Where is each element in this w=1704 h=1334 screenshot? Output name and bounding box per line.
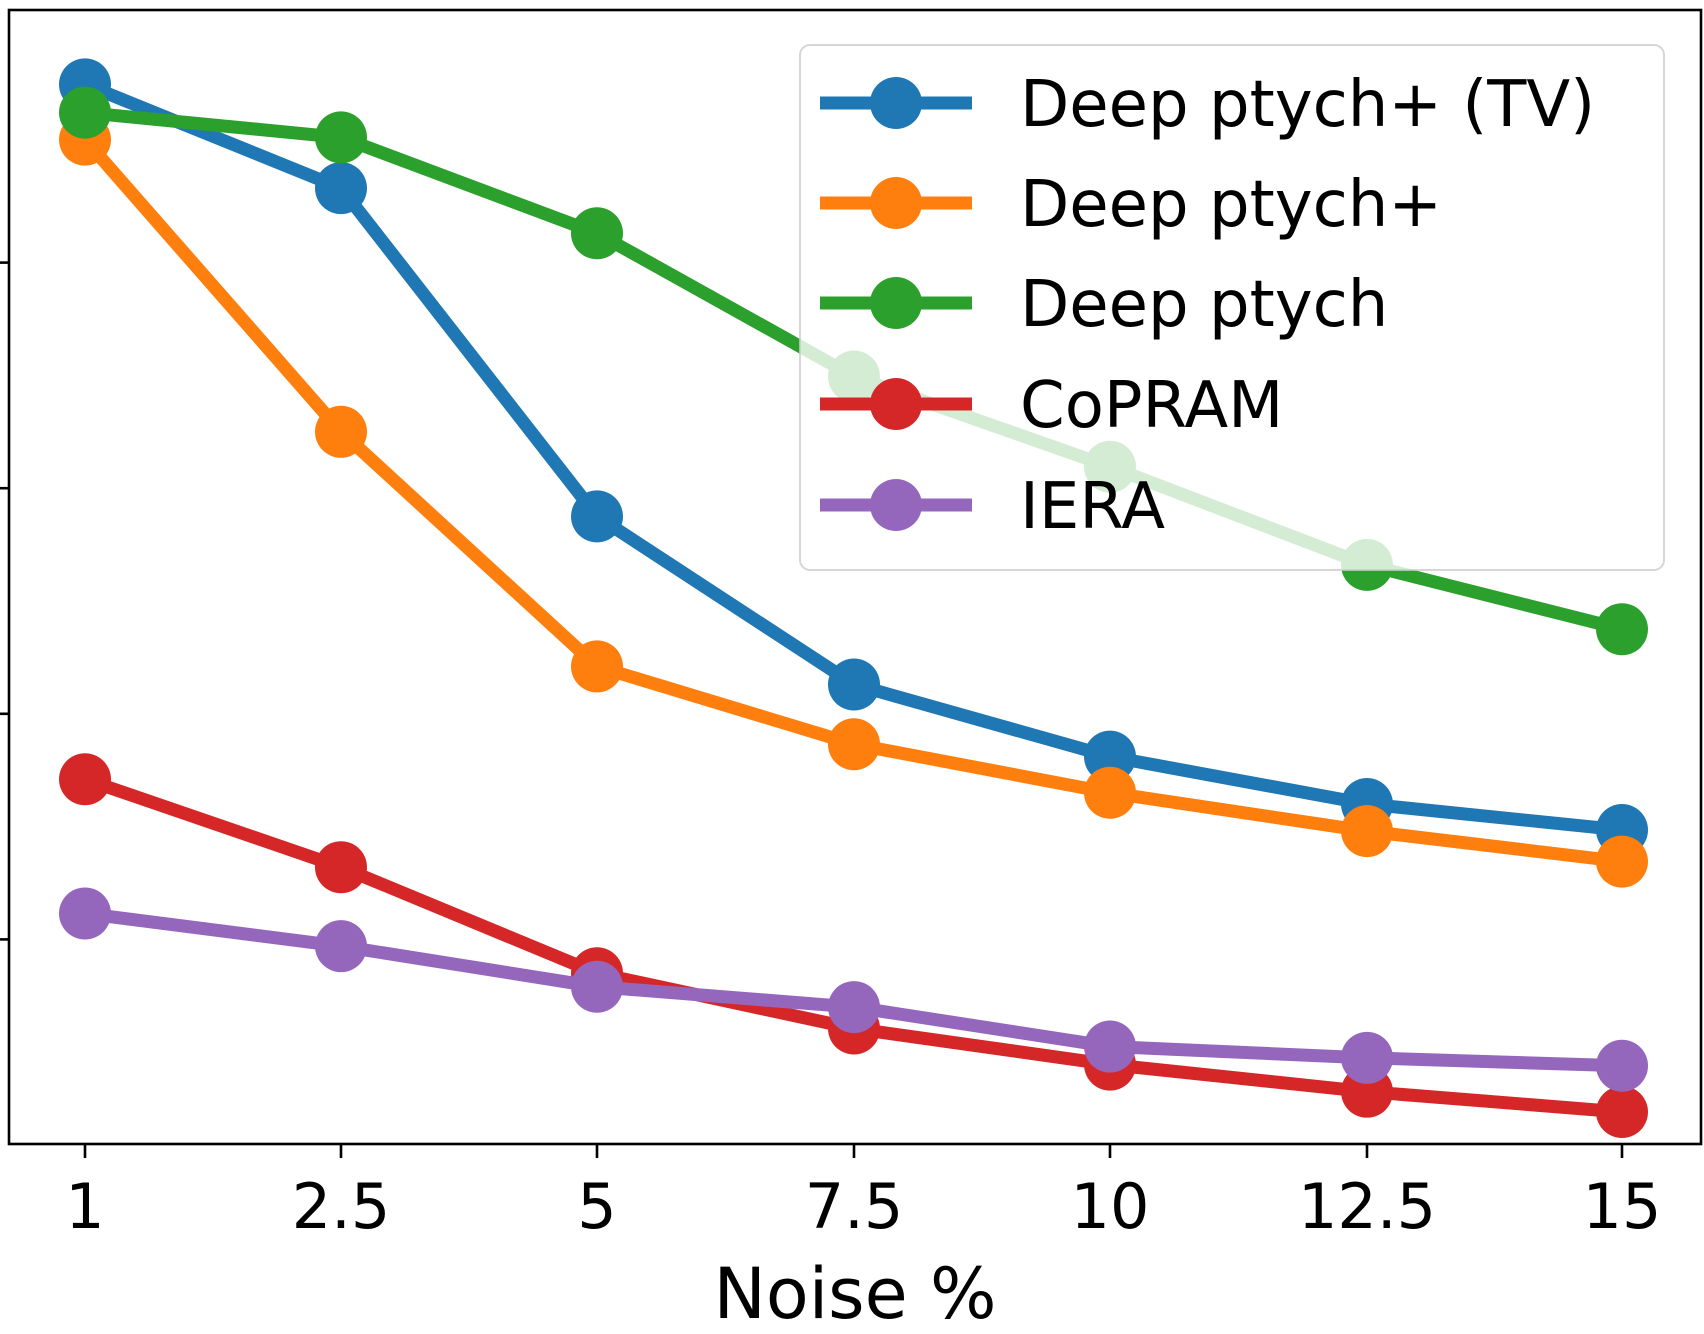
x-tick-label: 2.5 [292, 1170, 391, 1243]
x-axis-label: Noise % [714, 1253, 997, 1330]
x-tick-label: 1 [65, 1170, 104, 1243]
axis-ticks: 1 2.5 5 7.5 10 12.5 15 [0, 261, 1662, 1243]
legend-label: Deep ptych [1020, 268, 1388, 342]
legend-swatch-marker [870, 177, 922, 229]
series-iera [59, 887, 1648, 1092]
data-point [1596, 603, 1648, 656]
legend-label: Deep ptych+ (TV) [1020, 68, 1595, 142]
legend-item: Deep ptych+ [820, 168, 1442, 242]
data-point [571, 640, 623, 693]
data-point [59, 753, 111, 806]
data-point [1084, 730, 1136, 783]
data-point [59, 887, 111, 940]
data-point [315, 111, 367, 164]
legend-item: IERA [820, 470, 1165, 544]
data-point [1596, 1085, 1648, 1138]
series-deep-ptych [59, 113, 1648, 888]
data-point [828, 718, 880, 771]
legend-swatch-marker [870, 77, 922, 129]
legend-item: CoPRAM [820, 369, 1283, 443]
plot-frame [7, 8, 1703, 1146]
data-point [1341, 1031, 1393, 1084]
data-point [1084, 1020, 1136, 1073]
legend-label: IERA [1020, 470, 1165, 544]
data-point [828, 658, 880, 711]
legend-label: Deep ptych+ [1020, 168, 1442, 242]
data-point [1596, 835, 1648, 888]
data-point [1341, 805, 1393, 858]
x-tick-label: 12.5 [1298, 1170, 1436, 1243]
legend-swatch-marker [870, 378, 922, 430]
x-tick-label: 15 [1583, 1170, 1662, 1243]
data-point [571, 207, 623, 260]
data-point [315, 841, 367, 894]
data-point [1084, 766, 1136, 819]
x-tick-label: 5 [577, 1170, 616, 1243]
legend: Deep ptych+ (TV) Deep ptych+ Deep ptych CoP… [799, 44, 1665, 571]
legend-swatch-marker [870, 277, 922, 329]
data-point [59, 86, 111, 139]
legend-frame [799, 44, 1665, 571]
data-point [1596, 1039, 1648, 1092]
data-point [315, 405, 367, 458]
data-point [315, 920, 367, 973]
data-point [571, 960, 623, 1013]
data-point [315, 162, 367, 215]
data-point [571, 490, 623, 543]
data-point [828, 981, 880, 1034]
x-tick-label: 7.5 [805, 1170, 904, 1243]
legend-label: CoPRAM [1020, 369, 1283, 443]
x-tick-label: 10 [1071, 1170, 1150, 1243]
legend-item: Deep ptych [820, 268, 1388, 342]
legend-swatch-marker [870, 479, 922, 531]
legend-item: Deep ptych+ (TV) [820, 68, 1595, 142]
